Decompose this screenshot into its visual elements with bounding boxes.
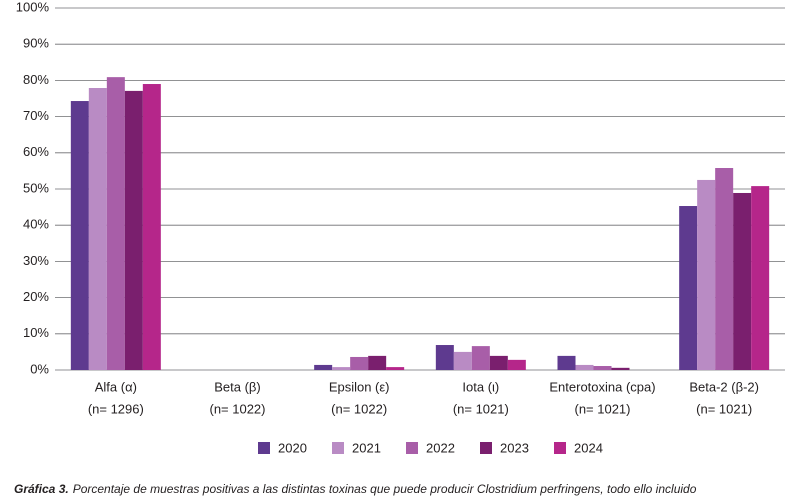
bar (368, 355, 387, 370)
caption-label: Gráfica 3. (14, 482, 69, 496)
x-tick-note: (n= 1022) (331, 401, 387, 416)
y-tick-label: 0% (30, 361, 49, 376)
bar (70, 101, 89, 370)
x-tick-note: (n= 1296) (88, 401, 144, 416)
x-tick-note: (n= 1021) (574, 401, 630, 416)
bar (593, 366, 612, 370)
bar (350, 356, 369, 370)
y-tick-label: 100% (16, 0, 50, 14)
caption-text: Porcentaje de muestras positivas a las d… (73, 482, 697, 496)
x-tick-label: Alfa (α) (95, 379, 137, 394)
bar (575, 364, 594, 370)
bar (471, 346, 490, 370)
bar (332, 367, 351, 370)
x-tick-label: Beta-2 (β-2) (689, 379, 759, 394)
legend-swatch (258, 442, 270, 454)
x-tick-label: Iota (ι) (462, 379, 499, 394)
y-tick-label: 20% (23, 289, 49, 304)
y-tick-label: 60% (23, 144, 49, 159)
bar (557, 355, 576, 370)
bar (733, 192, 752, 370)
legend-label: 2020 (278, 440, 307, 455)
x-tick-label: Enterotoxina (cpa) (549, 379, 655, 394)
bar (489, 355, 508, 370)
caption: Gráfica 3. Porcentaje de muestras positiv… (14, 482, 697, 496)
legend-swatch (332, 442, 344, 454)
bar (751, 186, 770, 370)
legend-label: 2024 (574, 440, 603, 455)
bar (386, 367, 405, 370)
legend-swatch (480, 442, 492, 454)
y-tick-label: 50% (23, 180, 49, 195)
bar (106, 77, 125, 370)
x-tick-note: (n= 1021) (453, 401, 509, 416)
legend-label: 2021 (352, 440, 381, 455)
bar (453, 351, 472, 370)
y-tick-label: 90% (23, 36, 49, 51)
y-tick-label: 40% (23, 217, 49, 232)
y-tick-label: 10% (23, 325, 49, 340)
bar (88, 88, 107, 370)
x-tick-note: (n= 1022) (209, 401, 265, 416)
y-tick-label: 30% (23, 253, 49, 268)
x-tick-label: Beta (β) (214, 379, 261, 394)
legend-swatch (554, 442, 566, 454)
bar (697, 179, 716, 370)
y-tick-label: 80% (23, 72, 49, 87)
x-tick-label: Epsilon (ε) (329, 379, 390, 394)
bar (435, 345, 454, 370)
bar (679, 206, 698, 370)
bar (507, 359, 526, 370)
y-tick-label: 70% (23, 108, 49, 123)
bar (124, 90, 143, 370)
bar (611, 367, 630, 370)
bar (314, 364, 333, 370)
bar (715, 168, 734, 370)
x-tick-note: (n= 1021) (696, 401, 752, 416)
legend-label: 2022 (426, 440, 455, 455)
legend-swatch (406, 442, 418, 454)
legend-label: 2023 (500, 440, 529, 455)
bar (142, 84, 161, 371)
